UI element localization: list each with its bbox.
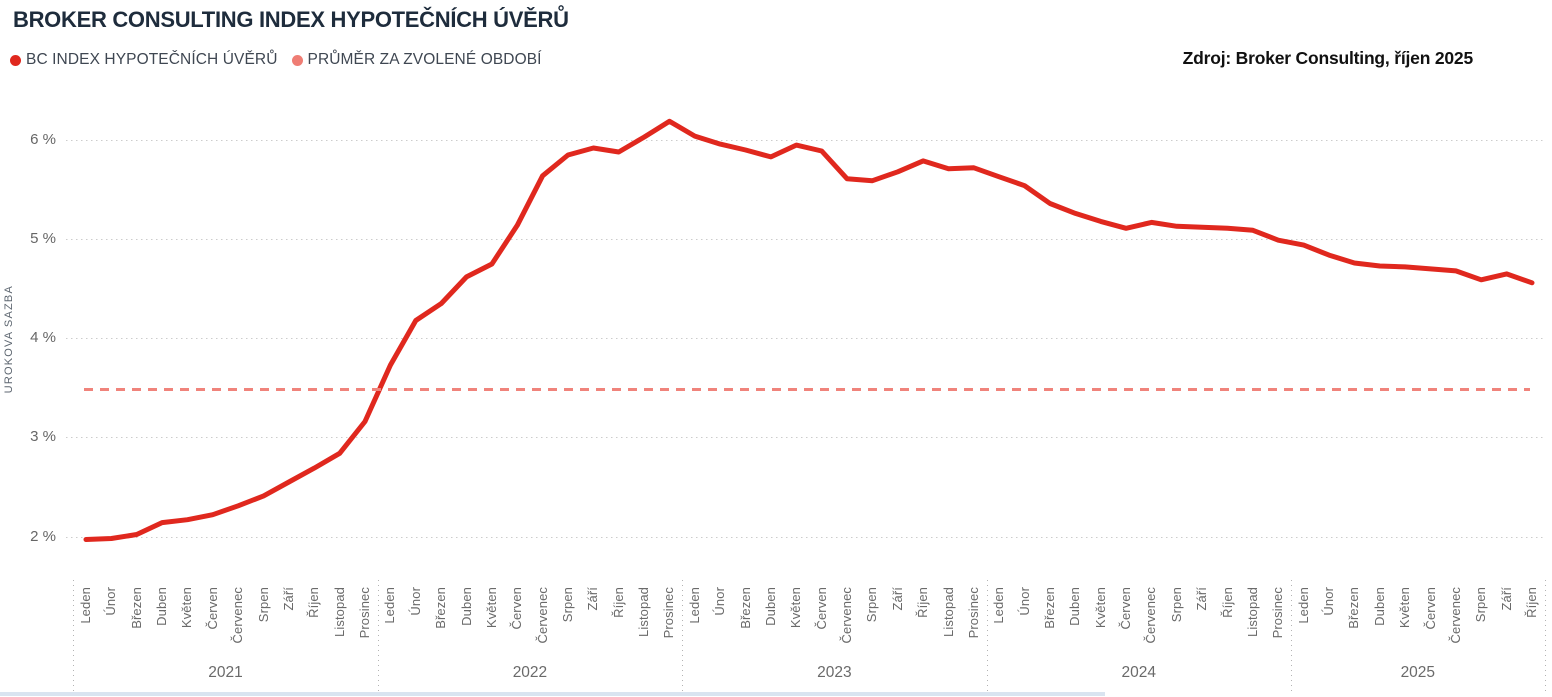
y-tick-label: 6 % <box>30 131 56 149</box>
x-axis-month-label: Květen <box>179 587 195 629</box>
x-axis-month-label: Prosinec <box>357 587 373 639</box>
x-axis-month-label: Únor <box>407 587 423 616</box>
x-axis-month-label: Březen <box>737 587 753 629</box>
x-axis-month-label: Červen <box>1422 587 1438 630</box>
x-axis-month-label: Únor <box>1321 587 1337 616</box>
x-axis-month-label: Květen <box>1092 587 1108 629</box>
year-separator <box>986 580 988 692</box>
x-axis-month-label: Listopad <box>1244 587 1260 637</box>
x-axis-month-label: Červen <box>1118 587 1134 630</box>
x-axis-month-label: Únor <box>712 587 728 616</box>
year-separator <box>1291 580 1292 692</box>
x-axis-month-label: Duben <box>458 587 474 626</box>
y-tick-label: 3 % <box>30 428 56 446</box>
x-axis-month-label: Březen <box>1346 587 1362 629</box>
legend-item-average[interactable]: PRŮMĚR ZA ZVOLENÉ OBDOBÍ <box>291 51 542 69</box>
source-note: Zdroj: Broker Consulting, říjen 2025 <box>1182 48 1474 68</box>
x-axis-month-label: Březen <box>128 587 144 629</box>
x-axis-month-label: Duben <box>762 587 778 626</box>
year-separator <box>682 580 684 692</box>
x-axis-month-label: Říjen <box>915 587 931 618</box>
y-tick-label: 4 % <box>30 329 56 347</box>
legend-item-bc-index[interactable]: BC INDEX HYPOTEČNÍCH ÚVĚRŮ <box>10 51 278 69</box>
year-separator <box>73 580 75 692</box>
gridline <box>66 437 1546 439</box>
legend-dot-icon <box>10 54 21 66</box>
x-axis-month-label: Leden <box>382 587 398 624</box>
x-axis-month-label: Srpen <box>1473 587 1489 623</box>
x-axis-month-label: Duben <box>1067 587 1083 626</box>
x-axis-month-label: Červen <box>204 587 220 630</box>
x-axis-month-label: Červen <box>813 587 829 630</box>
x-axis-month-label: Září <box>1498 587 1514 611</box>
chart-legend: BC INDEX HYPOTEČNÍCH ÚVĚRŮ PRŮMĚR ZA ZVO… <box>10 51 542 69</box>
x-axis-year-label: 2022 <box>512 664 548 681</box>
x-axis-year-label: 2025 <box>1400 664 1436 681</box>
x-axis-month-label: Listopad <box>940 587 956 637</box>
x-axis-month-label: Červenec <box>1447 587 1463 644</box>
x-axis-month-label: Prosinec <box>965 587 981 639</box>
x-axis-month-label: Září <box>280 587 296 611</box>
bc-index-line[interactable] <box>83 118 1535 542</box>
average-dashed-line <box>84 388 1530 392</box>
x-axis-month-label: Březen <box>1041 587 1057 629</box>
x-axis-month-label: Prosinec <box>1270 587 1286 639</box>
x-axis-month-label: Květen <box>788 587 804 629</box>
x-axis-month-label: Říjen <box>1523 587 1539 618</box>
x-axis-month-label: Říjen <box>1219 587 1235 618</box>
legend-dot-icon <box>291 54 303 66</box>
legend-label: PRŮMĚR ZA ZVOLENÉ OBDOBÍ <box>307 51 542 68</box>
x-axis-month-label: Leden <box>78 587 93 624</box>
x-axis-month-label: Září <box>1194 587 1210 611</box>
year-separator <box>1544 580 1546 692</box>
x-axis-month-label: Říjen <box>306 587 322 618</box>
x-axis-year-label: 2024 <box>1121 664 1156 681</box>
x-axis-month-label: Květen <box>1397 587 1413 629</box>
x-axis-month-label: Duben <box>1371 587 1387 626</box>
x-axis-month-label: Srpen <box>864 587 880 623</box>
x-axis-month-label: Červenec <box>839 587 855 644</box>
year-separator <box>377 580 379 692</box>
gridline <box>66 140 1546 142</box>
x-axis-month-label: Září <box>889 587 905 611</box>
x-axis-month-label: Březen <box>433 587 449 629</box>
x-axis-month-label: Leden <box>991 587 1007 624</box>
gridline <box>66 239 1546 241</box>
x-axis-month-label: Srpen <box>255 587 271 623</box>
x-axis-month-label: Srpen <box>1168 587 1184 623</box>
x-axis-month-label: Prosinec <box>661 587 677 639</box>
x-axis-month-label: Listopad <box>331 587 347 637</box>
y-tick-label: 5 % <box>30 230 56 248</box>
x-axis-month-label: Leden <box>686 587 702 624</box>
x-axis-month-label: Únor <box>1016 587 1032 616</box>
x-axis-month-label: Říjen <box>610 587 626 618</box>
x-axis-year-label: 2023 <box>817 664 852 681</box>
x-axis-year-label: 2021 <box>208 664 243 681</box>
x-axis-month-label: Červenec <box>1143 587 1159 644</box>
y-tick-label: 2 % <box>30 527 56 545</box>
bottom-scrollbar[interactable] <box>0 692 1105 696</box>
x-axis-month-label: Leden <box>1295 587 1311 624</box>
x-axis-month-label: Červenec <box>534 587 550 644</box>
x-axis-month-label: Červen <box>509 587 525 630</box>
x-axis-month-label: Srpen <box>559 587 575 623</box>
x-axis-month-label: Červenec <box>230 587 246 644</box>
gridline <box>66 338 1546 340</box>
x-axis-month-label: Květen <box>483 587 499 629</box>
x-axis-month-label: Duben <box>154 587 170 626</box>
x-axis-month-label: Září <box>585 587 601 611</box>
gridline <box>66 536 1546 538</box>
x-axis-month-label: Listopad <box>636 587 652 637</box>
legend-label: BC INDEX HYPOTEČNÍCH ÚVĚRŮ <box>26 51 278 68</box>
page-title: BROKER CONSULTING INDEX HYPOTEČNÍCH ÚVĚR… <box>13 7 569 32</box>
x-axis-month-label: Únor <box>103 587 119 616</box>
